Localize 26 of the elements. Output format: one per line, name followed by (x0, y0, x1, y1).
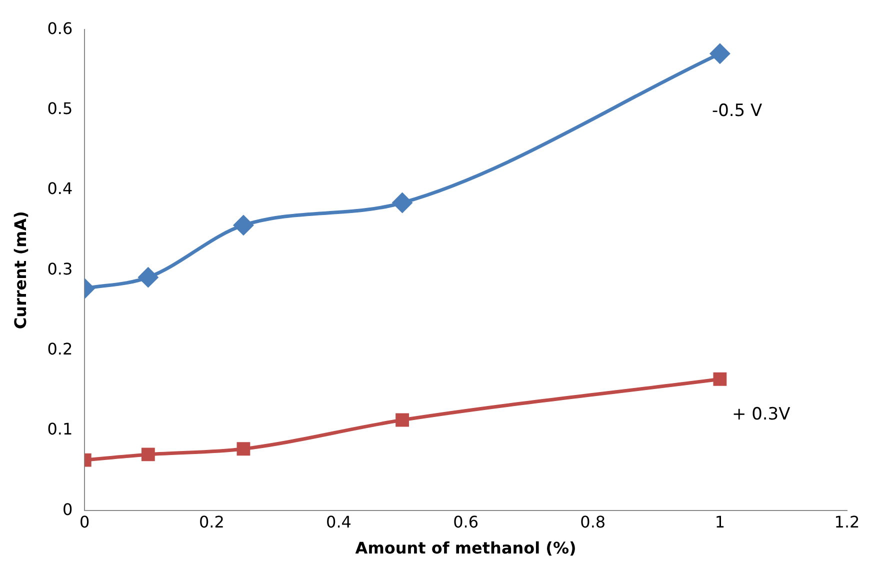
x-tick-label: 1 (714, 512, 726, 532)
x-tick-label: 0.2 (198, 512, 224, 532)
y-tick-label: 0.4 (47, 179, 73, 198)
point (141, 448, 155, 462)
point (710, 44, 730, 64)
x-tick-label: 0.4 (326, 512, 352, 532)
text: -0.5 V (712, 101, 763, 122)
x-axis-title: Amount of methanol (%) (355, 538, 576, 558)
point (396, 413, 409, 427)
x-tick-label: 0.6 (453, 512, 479, 532)
y-tick-label: 0.1 (47, 420, 73, 439)
point (138, 268, 158, 288)
x-tick-label: 0 (80, 512, 90, 532)
y-tick-label: 0.2 (47, 339, 73, 358)
y-axis-title: Current (mA) (10, 211, 30, 330)
y-tick-label: 0 (62, 500, 73, 519)
series-label: + 0.3V (732, 404, 791, 425)
point (713, 372, 727, 386)
x-tick-label: 1.2 (834, 512, 860, 532)
point (234, 215, 254, 235)
y-tick-label: 0.6 (47, 18, 73, 38)
y-tick-label: 0.3 (47, 259, 73, 278)
point (236, 442, 250, 456)
point (392, 193, 412, 213)
x-tick-label: 0.8 (580, 512, 606, 532)
y-tick-label: 0.5 (47, 98, 73, 118)
